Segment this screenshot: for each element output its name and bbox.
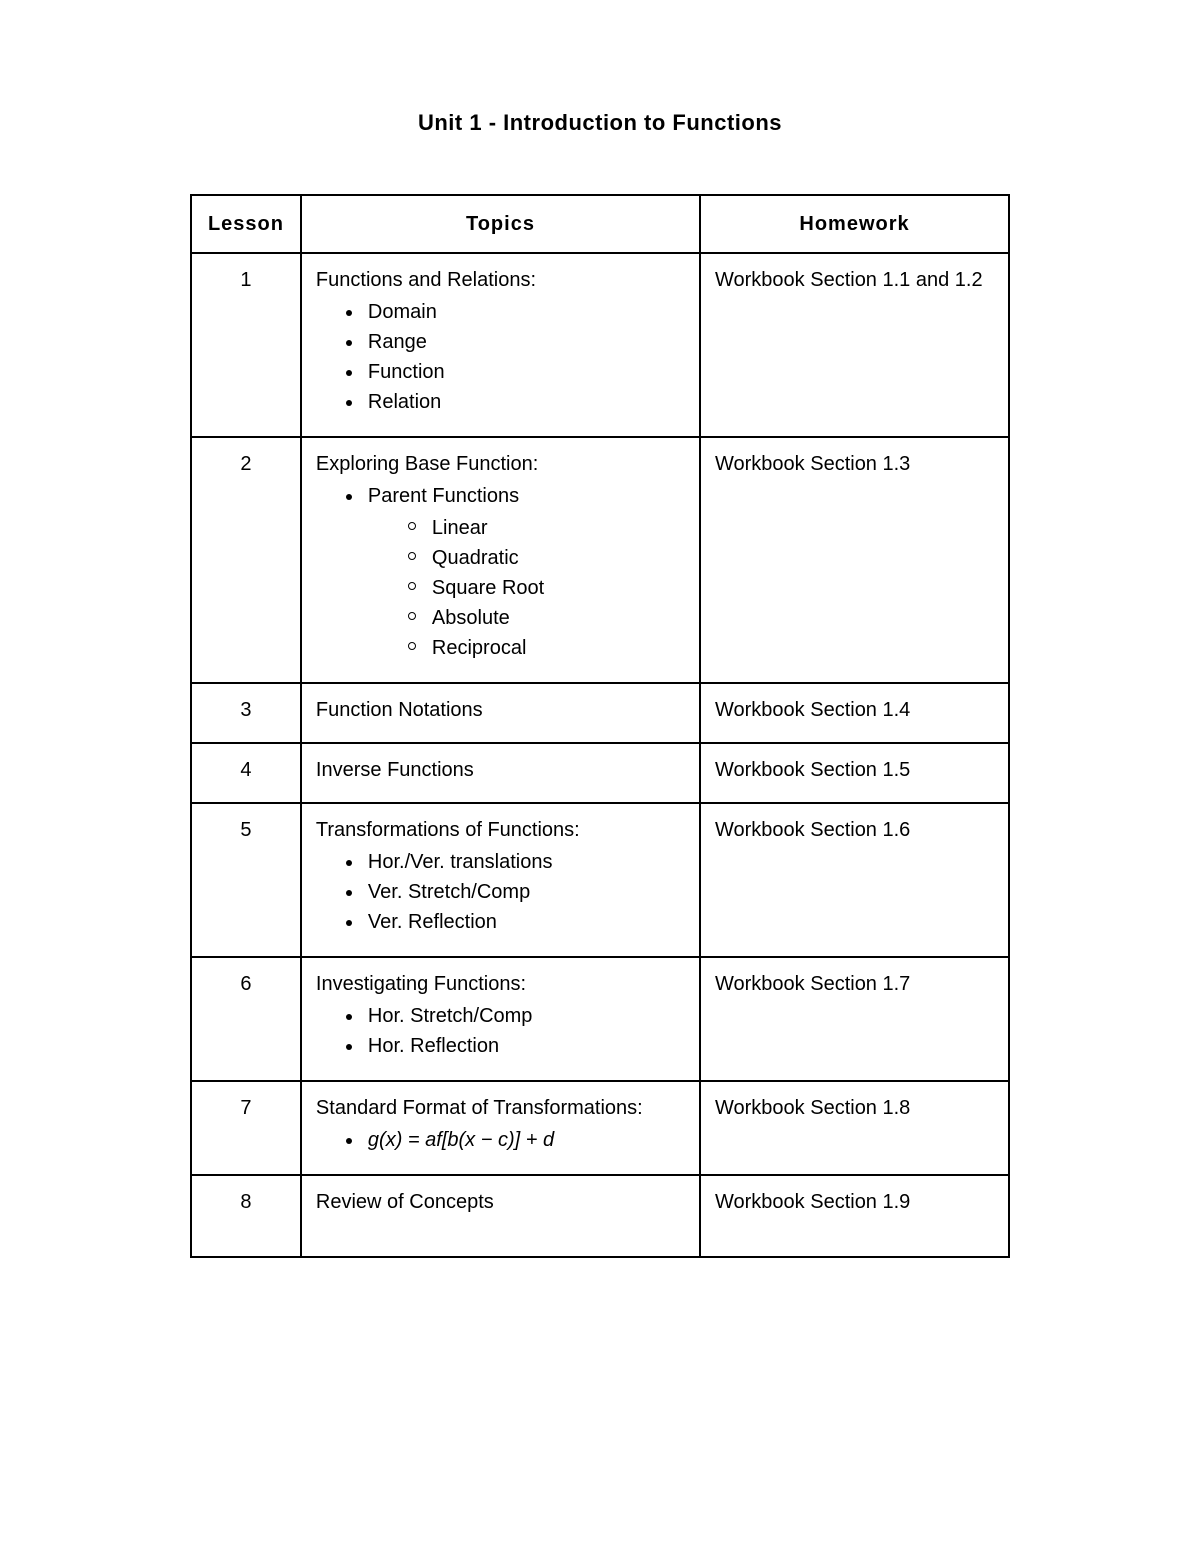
table-row: 5 Transformations of Functions: Hor./Ver…	[191, 803, 1009, 957]
topic-intro: Standard Format of Transformations:	[316, 1097, 643, 1119]
topics-cell: Exploring Base Function: Parent Function…	[301, 437, 700, 683]
table-row: 4 Inverse Functions Workbook Section 1.5	[191, 743, 1009, 803]
homework-cell: Workbook Section 1.8	[700, 1081, 1009, 1175]
lesson-number: 4	[191, 743, 301, 803]
lesson-number: 7	[191, 1081, 301, 1175]
table-header-row: Lesson Topics Homework	[191, 195, 1009, 253]
col-header-homework: Homework	[700, 195, 1009, 253]
topics-cell: Investigating Functions: Hor. Stretch/Co…	[301, 957, 700, 1081]
page-title: Unit 1 - Introduction to Functions	[0, 110, 1200, 136]
homework-cell: Workbook Section 1.4	[700, 683, 1009, 743]
table-row: 1 Functions and Relations: Domain Range …	[191, 253, 1009, 437]
bullet-item: Parent Functions Linear Quadratic Square…	[364, 482, 685, 662]
homework-cell: Workbook Section 1.5	[700, 743, 1009, 803]
lesson-number: 1	[191, 253, 301, 437]
topic-intro: Investigating Functions:	[316, 973, 526, 995]
bullet-text: Parent Functions	[368, 485, 519, 507]
topics-cell: Inverse Functions	[301, 743, 700, 803]
topic-intro: Exploring Base Function:	[316, 453, 538, 475]
sub-bullet-item: Linear	[408, 514, 685, 542]
formula: g(x) = af[b(x − c)] + d	[368, 1129, 554, 1151]
topics-cell: Review of Concepts	[301, 1175, 700, 1257]
col-header-lesson: Lesson	[191, 195, 301, 253]
sub-bullet-list: Linear Quadratic Square Root Absolute Re…	[368, 514, 685, 662]
bullet-list: g(x) = af[b(x − c)] + d	[316, 1126, 685, 1154]
topic-intro: Functions and Relations:	[316, 269, 536, 291]
topic-intro: Transformations of Functions:	[316, 819, 580, 841]
homework-cell: Workbook Section 1.9	[700, 1175, 1009, 1257]
bullet-item: Hor./Ver. translations	[364, 848, 685, 876]
bullet-item: Ver. Reflection	[364, 908, 685, 936]
lesson-table: Lesson Topics Homework 1 Functions and R…	[190, 194, 1010, 1258]
lesson-number: 3	[191, 683, 301, 743]
bullet-list: Parent Functions Linear Quadratic Square…	[316, 482, 685, 662]
bullet-item: Relation	[364, 388, 685, 416]
lesson-number: 8	[191, 1175, 301, 1257]
bullet-list: Domain Range Function Relation	[316, 298, 685, 416]
table-row: 2 Exploring Base Function: Parent Functi…	[191, 437, 1009, 683]
table-row: 8 Review of Concepts Workbook Section 1.…	[191, 1175, 1009, 1257]
table-row: 3 Function Notations Workbook Section 1.…	[191, 683, 1009, 743]
lesson-number: 6	[191, 957, 301, 1081]
bullet-list: Hor./Ver. translations Ver. Stretch/Comp…	[316, 848, 685, 936]
sub-bullet-item: Reciprocal	[408, 634, 685, 662]
bullet-item: Function	[364, 358, 685, 386]
homework-cell: Workbook Section 1.3	[700, 437, 1009, 683]
homework-cell: Workbook Section 1.1 and 1.2	[700, 253, 1009, 437]
bullet-item: Hor. Reflection	[364, 1032, 685, 1060]
sub-bullet-item: Quadratic	[408, 544, 685, 572]
bullet-item: Ver. Stretch/Comp	[364, 878, 685, 906]
topics-cell: Transformations of Functions: Hor./Ver. …	[301, 803, 700, 957]
table-row: 6 Investigating Functions: Hor. Stretch/…	[191, 957, 1009, 1081]
bullet-item: g(x) = af[b(x − c)] + d	[364, 1126, 685, 1154]
homework-cell: Workbook Section 1.7	[700, 957, 1009, 1081]
topics-cell: Functions and Relations: Domain Range Fu…	[301, 253, 700, 437]
lesson-number: 5	[191, 803, 301, 957]
bullet-item: Range	[364, 328, 685, 356]
bullet-list: Hor. Stretch/Comp Hor. Reflection	[316, 1002, 685, 1060]
sub-bullet-item: Absolute	[408, 604, 685, 632]
table-row: 7 Standard Format of Transformations: g(…	[191, 1081, 1009, 1175]
lesson-number: 2	[191, 437, 301, 683]
sub-bullet-item: Square Root	[408, 574, 685, 602]
topics-cell: Standard Format of Transformations: g(x)…	[301, 1081, 700, 1175]
bullet-item: Hor. Stretch/Comp	[364, 1002, 685, 1030]
bullet-item: Domain	[364, 298, 685, 326]
topics-cell: Function Notations	[301, 683, 700, 743]
homework-cell: Workbook Section 1.6	[700, 803, 1009, 957]
col-header-topics: Topics	[301, 195, 700, 253]
